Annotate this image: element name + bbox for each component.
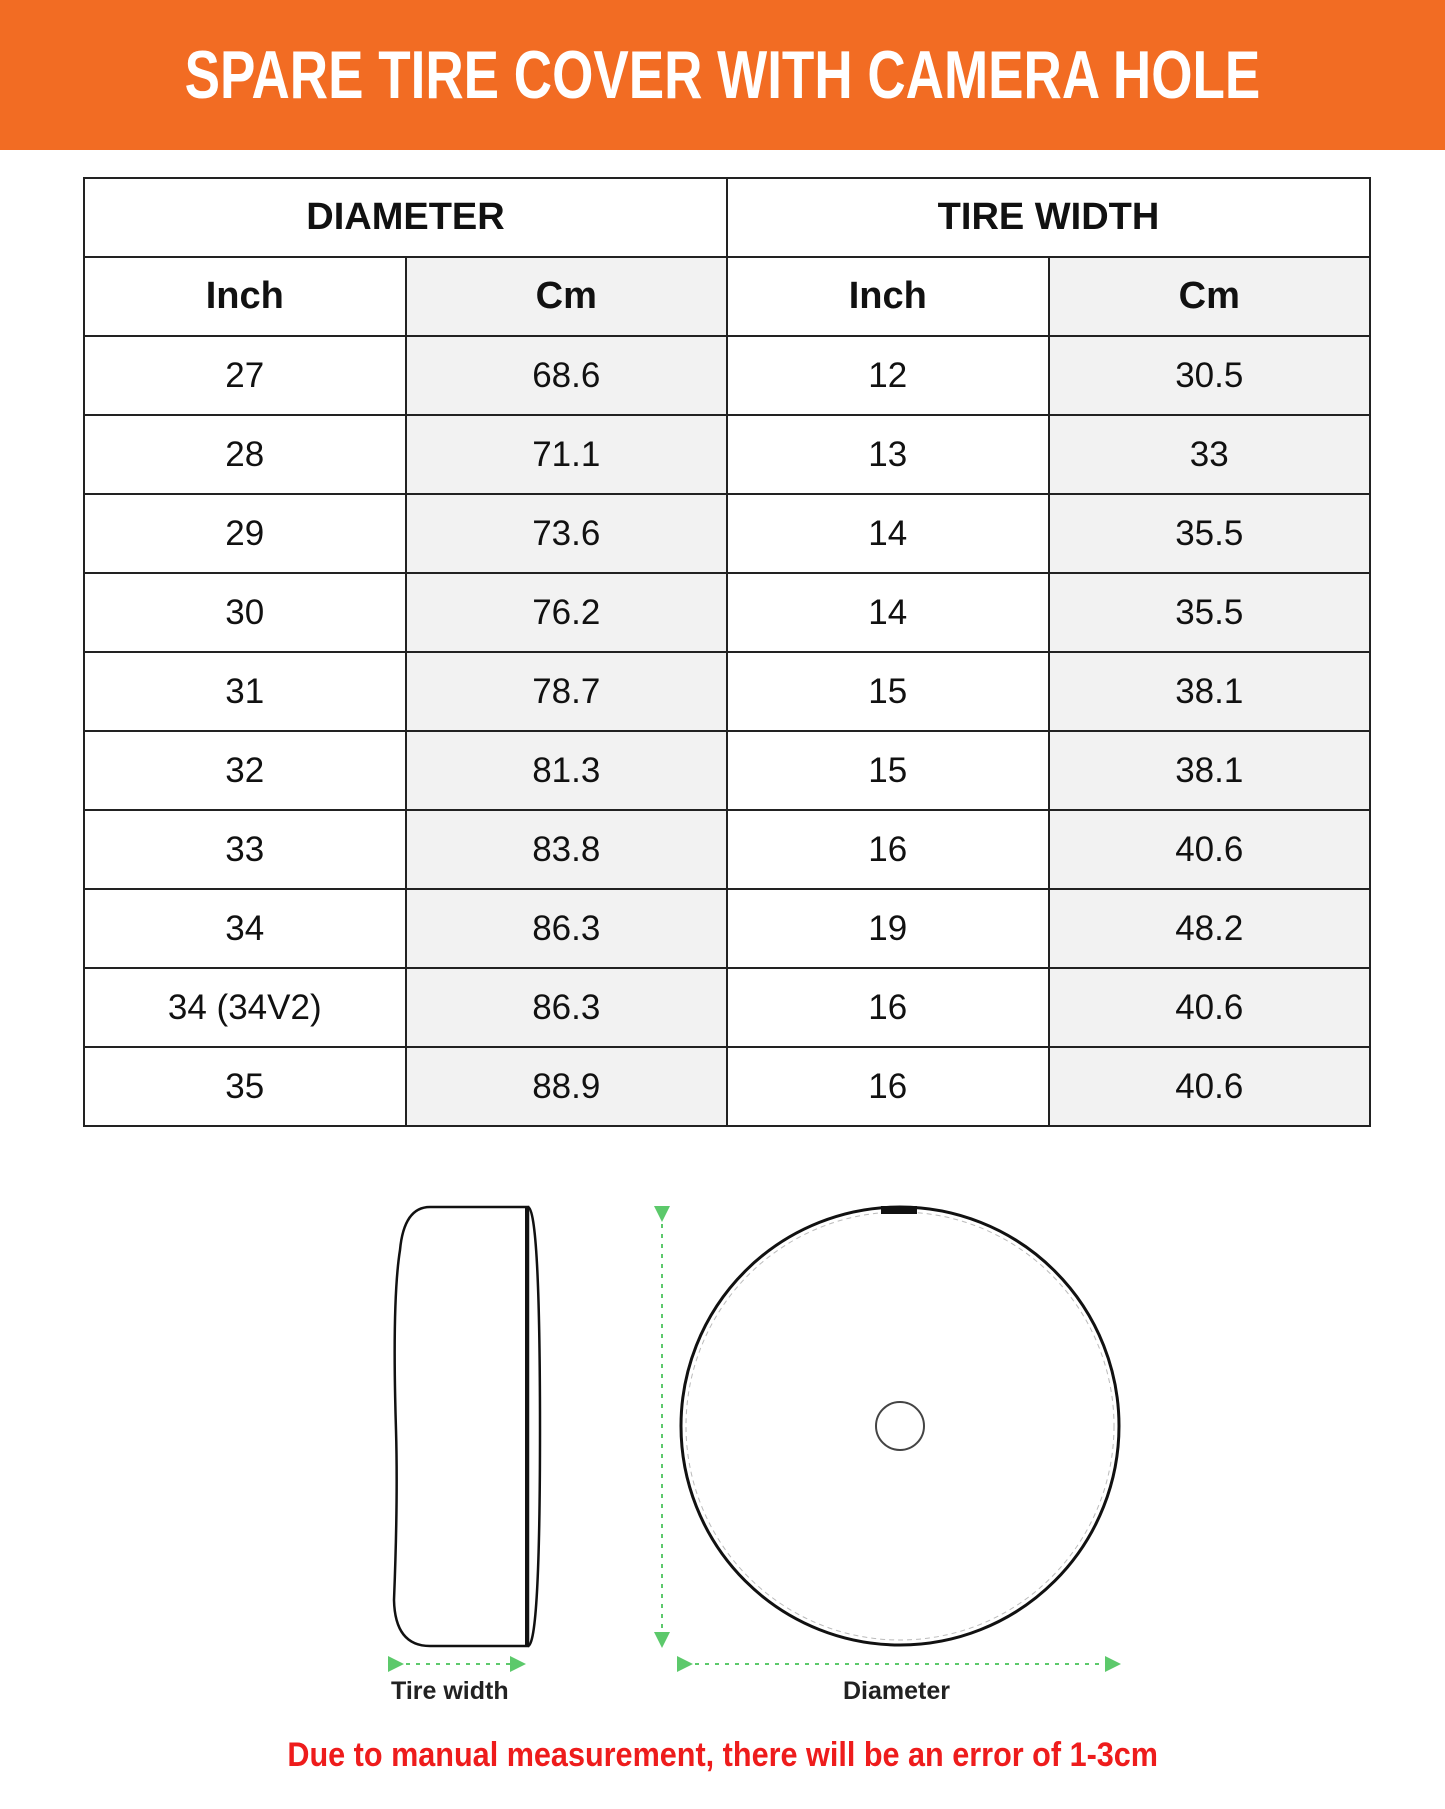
table-cell: 34 (34V2) [83, 967, 407, 1048]
table-row: 34 86.3 19 48.2 [83, 888, 1371, 969]
table-cell: 16 [726, 809, 1050, 890]
table-cell: 86.3 [404, 967, 728, 1048]
sub-header: Cm [404, 256, 728, 337]
table-cell: 81.3 [404, 730, 728, 811]
size-table: DIAMETER TIRE WIDTH Inch Cm Inch Cm 27 68… [83, 177, 1371, 1127]
sub-header: Inch [726, 256, 1050, 337]
table-row: 29 73.6 14 35.5 [83, 493, 1371, 574]
table-cell: 14 [726, 572, 1050, 653]
table-row: 27 68.6 12 30.5 [83, 335, 1371, 416]
camera-hole-icon [881, 1206, 917, 1214]
diameter-label: Diameter [843, 1677, 950, 1705]
table-cell: 71.1 [404, 414, 728, 495]
table-cell: 40.6 [1047, 967, 1371, 1048]
table-cell: 16 [726, 967, 1050, 1048]
table-cell: 88.9 [404, 1046, 728, 1127]
table-row: 32 81.3 15 38.1 [83, 730, 1371, 811]
tire-width-header: TIRE WIDTH [726, 177, 1371, 258]
table-cell: 32 [83, 730, 407, 811]
front-view-icon [679, 1205, 1121, 1647]
table-cell: 34 [83, 888, 407, 969]
table-cell: 33 [1047, 414, 1371, 495]
table-cell: 35.5 [1047, 572, 1371, 653]
table-cell: 76.2 [404, 572, 728, 653]
table-cell: 40.6 [1047, 809, 1371, 890]
table-cell: 27 [83, 335, 407, 416]
table-cell: 19 [726, 888, 1050, 969]
table-cell: 38.1 [1047, 730, 1371, 811]
table-cell: 13 [726, 414, 1050, 495]
table-cell: 15 [726, 730, 1050, 811]
table-cell: 28 [83, 414, 407, 495]
side-view-icon [392, 1205, 542, 1648]
table-cell: 30.5 [1047, 335, 1371, 416]
table-cell: 12 [726, 335, 1050, 416]
page-title: SPARE TIRE COVER WITH CAMERA HOLE [184, 37, 1261, 113]
table-cell: 31 [83, 651, 407, 732]
table-row: 35 88.9 16 40.6 [83, 1046, 1371, 1127]
tire-width-label: Tire width [391, 1677, 509, 1705]
title-banner: SPARE TIRE COVER WITH CAMERA HOLE [0, 0, 1445, 150]
table-cell: 35 [83, 1046, 407, 1127]
tire-diagram [388, 1205, 1121, 1672]
table-row: 30 76.2 14 35.5 [83, 572, 1371, 653]
table-cell: 38.1 [1047, 651, 1371, 732]
measurement-note: Due to manual measurement, there will be… [0, 1736, 1445, 1775]
table-cell: 40.6 [1047, 1046, 1371, 1127]
sub-header: Cm [1047, 256, 1371, 337]
diameter-header: DIAMETER [83, 177, 728, 258]
table-cell: 35.5 [1047, 493, 1371, 574]
center-hole-icon [875, 1401, 925, 1451]
sub-header-row: Inch Cm Inch Cm [83, 256, 1371, 337]
table-cell: 78.7 [404, 651, 728, 732]
table-row: 34 (34V2) 86.3 16 40.6 [83, 967, 1371, 1048]
table-cell: 33 [83, 809, 407, 890]
table-cell: 30 [83, 572, 407, 653]
table-row: 31 78.7 15 38.1 [83, 651, 1371, 732]
table-cell: 86.3 [404, 888, 728, 969]
table-row: 28 71.1 13 33 [83, 414, 1371, 495]
table-cell: 68.6 [404, 335, 728, 416]
table-cell: 83.8 [404, 809, 728, 890]
table-cell: 15 [726, 651, 1050, 732]
note-text: Due to manual measurement, there will be… [287, 1736, 1158, 1774]
table-cell: 48.2 [1047, 888, 1371, 969]
table-row: 33 83.8 16 40.6 [83, 809, 1371, 890]
table-cell: 16 [726, 1046, 1050, 1127]
group-header-row: DIAMETER TIRE WIDTH [83, 177, 1371, 258]
table-cell: 73.6 [404, 493, 728, 574]
table-cell: 14 [726, 493, 1050, 574]
table-cell: 29 [83, 493, 407, 574]
sub-header: Inch [83, 256, 407, 337]
